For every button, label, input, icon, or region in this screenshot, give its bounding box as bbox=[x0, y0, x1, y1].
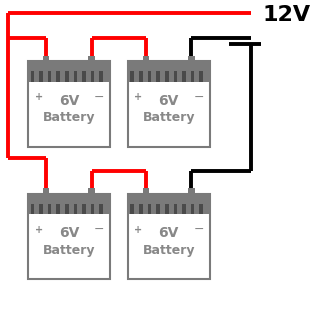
Bar bbox=[130, 71, 134, 82]
Bar bbox=[188, 188, 195, 194]
Bar bbox=[100, 71, 103, 82]
Bar bbox=[88, 188, 95, 194]
Bar bbox=[130, 204, 134, 214]
Bar bbox=[191, 71, 194, 82]
Bar bbox=[174, 71, 177, 82]
Text: −: − bbox=[194, 223, 204, 236]
Bar bbox=[139, 204, 143, 214]
Bar bbox=[139, 71, 143, 82]
Bar bbox=[174, 204, 177, 214]
Bar bbox=[82, 204, 86, 214]
Bar bbox=[156, 204, 160, 214]
Bar bbox=[148, 204, 151, 214]
Bar bbox=[48, 204, 51, 214]
Bar bbox=[199, 71, 203, 82]
Bar bbox=[100, 204, 103, 214]
Bar bbox=[165, 204, 168, 214]
Bar bbox=[74, 71, 77, 82]
Bar bbox=[91, 204, 94, 214]
Bar bbox=[82, 71, 86, 82]
Bar bbox=[56, 204, 60, 214]
Text: 6V: 6V bbox=[159, 94, 179, 108]
Bar bbox=[165, 71, 168, 82]
Text: Battery: Battery bbox=[143, 111, 195, 124]
Bar bbox=[128, 194, 210, 279]
Text: Battery: Battery bbox=[43, 244, 95, 257]
Text: +: + bbox=[135, 225, 143, 235]
Bar bbox=[88, 56, 95, 61]
Bar bbox=[65, 204, 69, 214]
Text: 12V: 12V bbox=[263, 5, 311, 25]
Bar bbox=[188, 56, 195, 61]
Bar bbox=[31, 204, 34, 214]
Bar bbox=[28, 194, 110, 279]
Bar bbox=[182, 71, 186, 82]
Bar bbox=[143, 56, 149, 61]
Bar bbox=[128, 194, 210, 214]
Text: 6V: 6V bbox=[59, 226, 79, 240]
Bar bbox=[91, 71, 94, 82]
Text: 6V: 6V bbox=[159, 226, 179, 240]
Text: Battery: Battery bbox=[43, 111, 95, 124]
Bar bbox=[65, 71, 69, 82]
Bar bbox=[39, 204, 43, 214]
Text: +: + bbox=[34, 92, 43, 102]
Bar bbox=[56, 71, 60, 82]
Bar bbox=[143, 188, 149, 194]
Bar bbox=[128, 61, 210, 147]
Text: −: − bbox=[194, 91, 204, 104]
Bar bbox=[43, 56, 49, 61]
Text: +: + bbox=[34, 225, 43, 235]
Bar bbox=[48, 71, 51, 82]
Bar bbox=[43, 188, 49, 194]
Bar bbox=[156, 71, 160, 82]
Bar bbox=[199, 204, 203, 214]
Text: Battery: Battery bbox=[143, 244, 195, 257]
Bar bbox=[28, 194, 110, 214]
Bar bbox=[182, 204, 186, 214]
Bar bbox=[148, 71, 151, 82]
Text: −: − bbox=[94, 223, 104, 236]
Bar bbox=[28, 61, 110, 147]
Text: −: − bbox=[94, 91, 104, 104]
Text: 6V: 6V bbox=[59, 94, 79, 108]
Bar bbox=[28, 61, 110, 82]
Bar bbox=[39, 71, 43, 82]
Bar bbox=[74, 204, 77, 214]
Bar bbox=[191, 204, 194, 214]
Text: +: + bbox=[135, 92, 143, 102]
Bar bbox=[128, 61, 210, 82]
Bar bbox=[31, 71, 34, 82]
